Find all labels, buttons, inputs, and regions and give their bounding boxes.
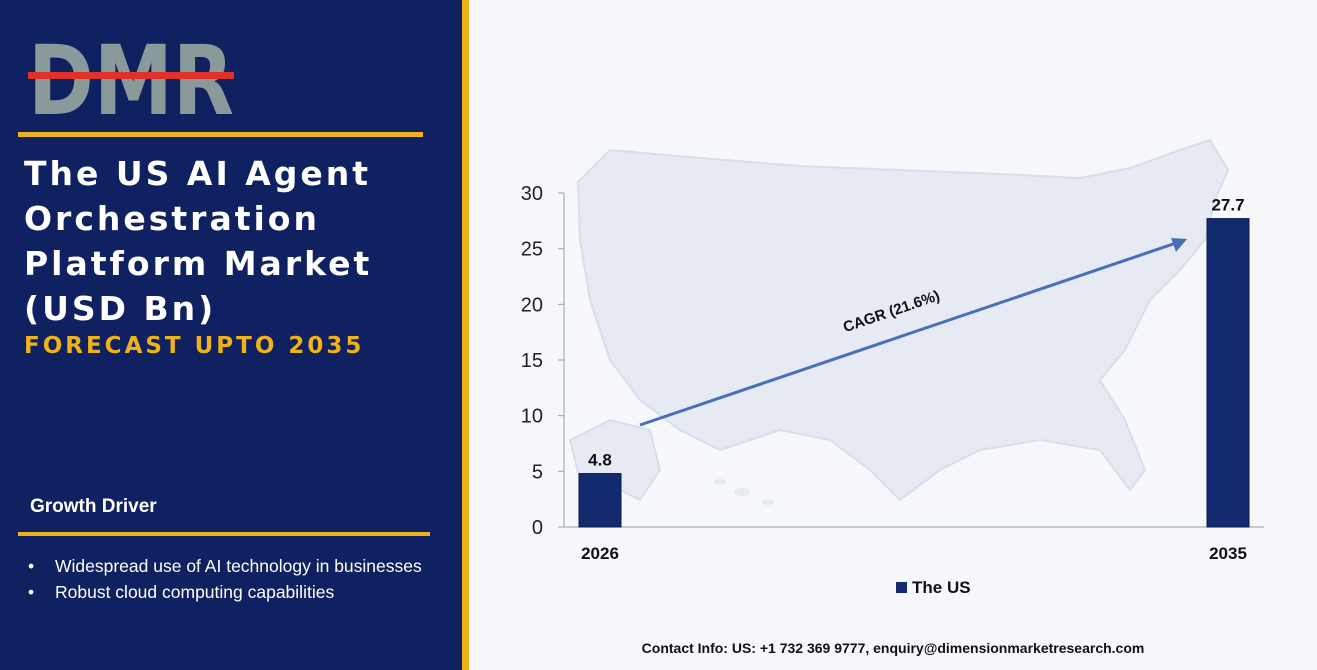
- growth-driver-item: Robust cloud computing capabilities: [26, 580, 446, 604]
- contact-info: Contact Info: US: +1 732 369 9777, enqui…: [641, 640, 1145, 656]
- cagr-arrow: [639, 238, 1186, 427]
- y-tick-label: 0: [532, 517, 543, 539]
- title-line: (USD Bn): [24, 289, 217, 328]
- x-tick-label: 2026: [581, 544, 619, 563]
- data-labels: 4.8 27.7: [588, 196, 1244, 470]
- legend-swatch: [896, 582, 907, 593]
- y-tick-label: 25: [521, 239, 543, 261]
- us-map-icon: [568, 138, 1230, 505]
- dmr-logo: DMR: [28, 38, 234, 122]
- left-panel: DMR The US AI Agent Orchestration Platfo…: [0, 0, 462, 670]
- y-ticks: 0 5 10 15 20 25 30: [521, 183, 564, 539]
- x-tick-label: 2035: [1209, 544, 1247, 563]
- title-line: Orchestration: [24, 199, 320, 238]
- growth-driver-item: Widespread use of AI technology in busin…: [26, 554, 446, 578]
- logo-text: DMR: [28, 38, 234, 122]
- arrow-head-icon: [1171, 238, 1187, 252]
- title-line: Platform Market: [24, 244, 373, 283]
- bar: [578, 473, 622, 528]
- logo-red-accent: [28, 72, 234, 79]
- x-tick-labels: 2026 2035: [581, 544, 1247, 563]
- title-line: The US AI Agent: [24, 154, 372, 193]
- report-title: The US AI Agent Orchestration Platform M…: [24, 151, 454, 331]
- gold-divider-top: [18, 132, 423, 137]
- gold-strip: [462, 0, 469, 670]
- forecast-subtitle: FORECAST UPTO 2035: [24, 333, 365, 359]
- growth-driver-heading: Growth Driver: [30, 496, 157, 517]
- y-tick-label: 15: [521, 350, 543, 372]
- bar: [1206, 218, 1250, 528]
- data-label: 4.8: [588, 451, 612, 470]
- y-tick-label: 30: [521, 183, 543, 205]
- bars: [578, 218, 1250, 528]
- y-tick-label: 20: [521, 294, 543, 316]
- y-tick-label: 10: [521, 406, 543, 428]
- gold-divider-bottom: [18, 532, 430, 536]
- data-label: 27.7: [1211, 196, 1244, 215]
- y-tick-label: 5: [532, 461, 543, 483]
- legend-label: The US: [912, 578, 971, 597]
- growth-driver-list: Widespread use of AI technology in busin…: [26, 554, 446, 606]
